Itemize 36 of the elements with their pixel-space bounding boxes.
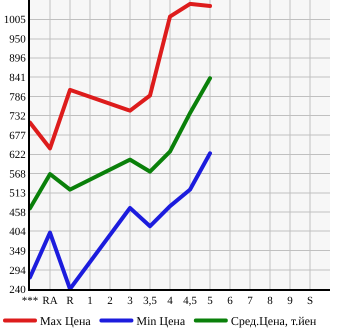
x-tick-label: 5: [207, 295, 214, 308]
x-tick-label: S: [306, 295, 314, 308]
y-tick-label: 622: [9, 149, 26, 162]
y-tick-label: 896: [9, 52, 26, 65]
x-tick-label: 3,5: [143, 295, 158, 308]
legend-label: Max Цена: [40, 314, 92, 328]
x-tick-label: 7: [247, 295, 254, 308]
y-tick-label: 294: [9, 264, 26, 277]
x-tick-label: 9: [287, 295, 294, 308]
y-tick-label: 240: [9, 284, 26, 296]
x-tick-label: 6: [227, 295, 234, 308]
x-tick-label: R: [66, 295, 74, 308]
y-tick-label: 404: [9, 226, 26, 238]
y-tick-label: 786: [9, 91, 26, 104]
y-tick-label: 677: [9, 130, 26, 142]
y-tick-label: 1005: [4, 14, 26, 26]
y-tick-label: 349: [9, 245, 26, 258]
y-tick-label: 568: [9, 168, 26, 180]
y-tick-label: 841: [9, 72, 26, 84]
y-tick-label: 513: [9, 188, 26, 200]
x-tick-label: 4: [167, 295, 174, 308]
x-tick-label: 8: [267, 295, 274, 308]
legend-label: Min Цена: [136, 314, 186, 328]
y-tick-label: 458: [9, 207, 26, 220]
x-tick-label: ***: [22, 295, 38, 308]
x-tick-label: 4,5: [183, 295, 198, 308]
y-tick-label: 950: [9, 34, 26, 46]
line-series: [30, 151, 212, 289]
x-tick-label: 3: [127, 295, 134, 308]
x-tick-label: RA: [42, 295, 58, 308]
x-tick-label: 1: [87, 295, 93, 308]
y-tick-label: 732: [9, 110, 26, 122]
line-series: [30, 76, 212, 210]
legend-label: Сред.Цена, т.йен: [230, 314, 317, 328]
x-tick-label: 2: [107, 295, 113, 308]
line-series: [30, 2, 212, 150]
